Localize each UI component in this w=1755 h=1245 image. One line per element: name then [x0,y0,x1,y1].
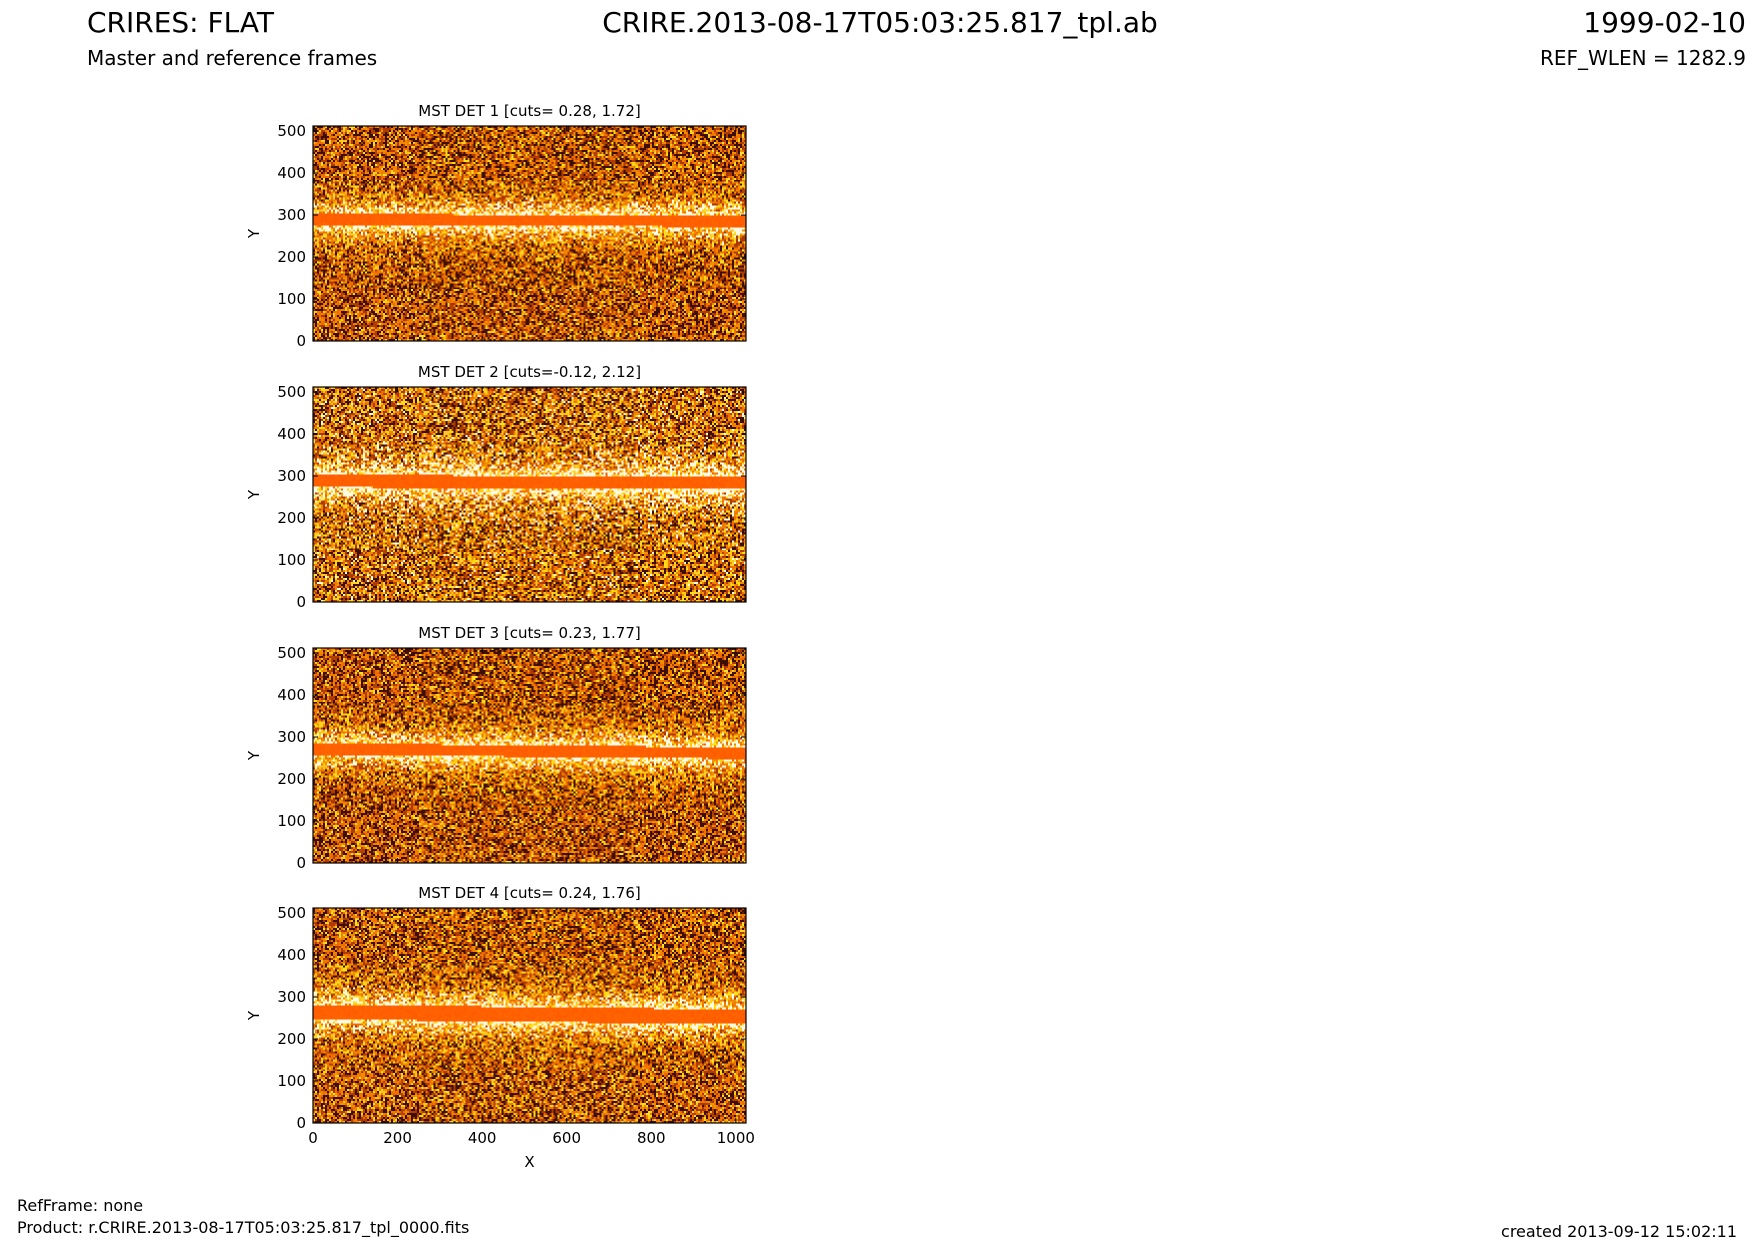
detector-panel-2: MST DET 2 [cuts=-0.12, 2.12] 0 100 200 300 40… [245,363,747,611]
plot-frame [312,907,747,1124]
y-axis-label: Y [245,750,263,761]
plot-frame [312,647,747,864]
template-name: CRIRE.2013-08-17T05:03:25.817_tpl.ab [602,6,1158,39]
y-tick-label: 200 [277,770,306,788]
y-tick-label: 100 [277,1072,306,1090]
y-tick-label: 200 [277,248,306,266]
y-axis-label: Y [245,228,263,239]
panel-title: MST DET 2 [cuts=-0.12, 2.12] [418,363,641,381]
y-tick-label: 0 [296,332,306,350]
y-tick-label: 100 [277,290,306,308]
y-tick-label: 400 [277,946,306,964]
y-tick-label: 500 [277,644,306,662]
y-tick-label: 400 [277,686,306,704]
x-tick-label: 1000 [717,1129,755,1147]
panel-title: MST DET 1 [cuts= 0.28, 1.72] [418,102,641,120]
created-label: created 2013-09-12 15:02:11 [1501,1222,1737,1241]
y-tick-label: 400 [277,425,306,443]
detector-image [313,908,746,1123]
y-tick-label: 500 [277,904,306,922]
y-tick-label: 0 [296,593,306,611]
x-axis-label: X [524,1153,534,1171]
y-tick-label: 300 [277,728,306,746]
y-tick-label: 100 [277,812,306,830]
detector-image [313,126,746,341]
date-label: 1999-02-10 [1583,6,1746,39]
x-tick-label: 800 [637,1129,666,1147]
y-tick-label: 400 [277,164,306,182]
detector-panel-4: MST DET 4 [cuts= 0.24, 1.76] 0 100 200 300 40… [245,884,755,1171]
detector-plots: MST DET 1 [cuts= 0.28, 1.72] 0 100 200 300 40… [245,102,755,1171]
plot-frame [312,386,747,603]
ref-wlen-label: REF_WLEN = 1282.9 [1539,46,1746,70]
y-axis-label: Y [245,489,263,500]
y-tick-label: 0 [296,854,306,872]
y-tick-label: 100 [277,551,306,569]
y-tick-label: 200 [277,509,306,527]
detector-panel-3: MST DET 3 [cuts= 0.23, 1.77] 0 100 200 300 40… [245,624,747,872]
page-subtitle: Master and reference frames [87,46,378,70]
y-tick-label: 300 [277,988,306,1006]
y-tick-label: 300 [277,206,306,224]
detector-panel-1: MST DET 1 [cuts= 0.28, 1.72] 0 100 200 300 40… [245,102,747,350]
x-tick-label: 200 [383,1129,412,1147]
y-tick-label: 0 [296,1114,306,1132]
detector-image [313,648,746,863]
y-tick-label: 200 [277,1030,306,1048]
detector-image [313,387,746,602]
plot-frame [312,125,747,342]
product-label: Product: r.CRIRE.2013-08-17T05:03:25.817… [17,1218,470,1237]
panel-title: MST DET 4 [cuts= 0.24, 1.76] [418,884,641,902]
x-tick-label: 0 [308,1129,318,1147]
x-tick-label: 400 [468,1129,497,1147]
panel-title: MST DET 3 [cuts= 0.23, 1.77] [418,624,641,642]
y-axis-label: Y [245,1010,263,1021]
x-tick-label: 600 [552,1129,581,1147]
page-title: CRIRES: FLAT [87,6,274,39]
y-tick-label: 500 [277,122,306,140]
y-tick-label: 500 [277,383,306,401]
refframe-label: RefFrame: none [17,1196,144,1215]
y-tick-label: 300 [277,467,306,485]
